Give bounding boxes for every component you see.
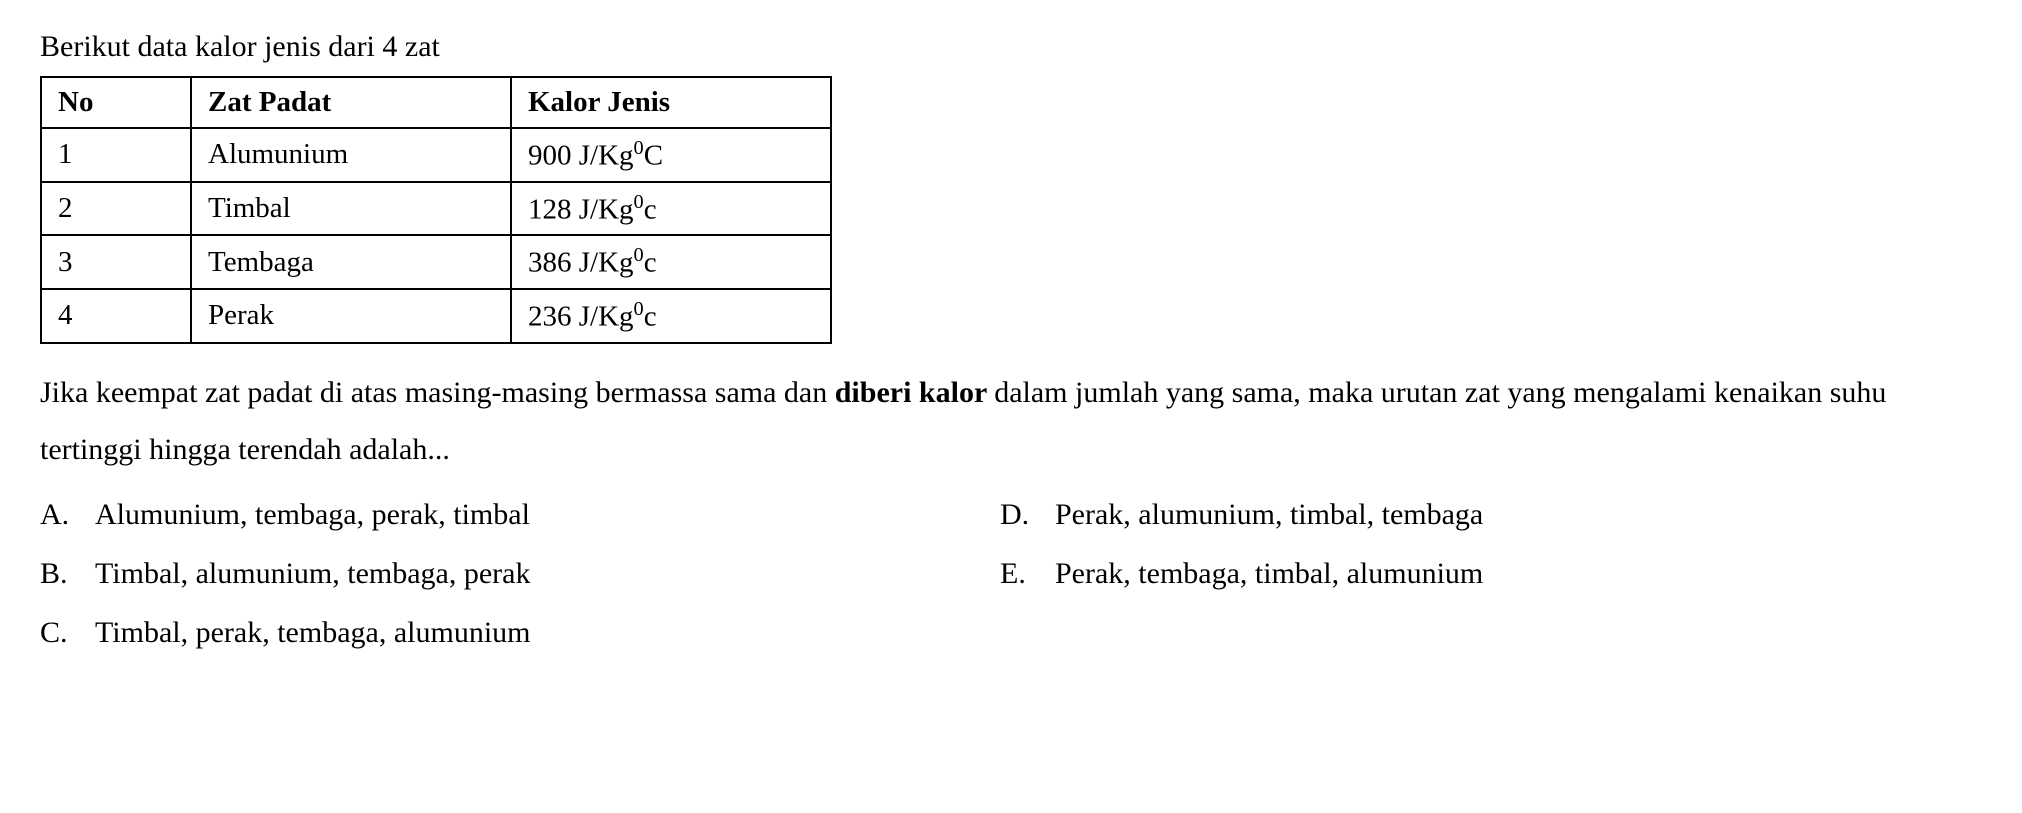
option-text: Timbal, alumunium, tembaga, perak (95, 557, 530, 591)
kalor-unit-sup: 0 (634, 298, 644, 320)
kalor-jenis-table: No Zat Padat Kalor Jenis 1 Alumunium 900… (40, 76, 832, 344)
option-d: D. Perak, alumunium, timbal, tembaga (1000, 498, 1900, 532)
kalor-unit-prefix: J/Kg (579, 193, 634, 225)
kalor-unit-suffix: c (644, 193, 657, 225)
options-container: A. Alumunium, tembaga, perak, timbal B. … (40, 498, 1982, 675)
cell-no: 1 (41, 128, 191, 182)
option-c: C. Timbal, perak, tembaga, alumunium (40, 616, 1000, 650)
cell-kalor: 236 J/Kg0c (511, 289, 831, 343)
kalor-unit-prefix: J/Kg (579, 247, 634, 279)
option-text: Alumunium, tembaga, perak, timbal (95, 498, 530, 532)
kalor-unit-prefix: J/Kg (579, 301, 634, 333)
kalor-value: 900 (528, 140, 572, 172)
table-row: 3 Tembaga 386 J/Kg0c (41, 235, 831, 289)
cell-zat: Tembaga (191, 235, 511, 289)
kalor-unit-sup: 0 (634, 191, 644, 213)
option-e: E. Perak, tembaga, timbal, alumunium (1000, 557, 1900, 591)
kalor-unit-prefix: J/Kg (579, 140, 634, 172)
kalor-value: 386 (528, 247, 572, 279)
table-row: 2 Timbal 128 J/Kg0c (41, 182, 831, 236)
kalor-unit-suffix: c (644, 301, 657, 333)
cell-kalor: 386 J/Kg0c (511, 235, 831, 289)
option-letter: A. (40, 498, 95, 532)
header-zat: Zat Padat (191, 77, 511, 128)
cell-no: 3 (41, 235, 191, 289)
options-left-column: A. Alumunium, tembaga, perak, timbal B. … (40, 498, 1000, 675)
cell-kalor: 900 J/Kg0C (511, 128, 831, 182)
cell-kalor: 128 J/Kg0c (511, 182, 831, 236)
option-text: Perak, alumunium, timbal, tembaga (1055, 498, 1483, 532)
cell-zat: Perak (191, 289, 511, 343)
cell-zat: Alumunium (191, 128, 511, 182)
header-no: No (41, 77, 191, 128)
question-part1: Jika keempat zat padat di atas masing-ma… (40, 376, 827, 409)
option-text: Timbal, perak, tembaga, alumunium (95, 616, 530, 650)
header-kalor: Kalor Jenis (511, 77, 831, 128)
cell-no: 2 (41, 182, 191, 236)
kalor-value: 128 (528, 193, 572, 225)
table-row: 4 Perak 236 J/Kg0c (41, 289, 831, 343)
intro-text: Berikut data kalor jenis dari 4 zat (40, 30, 1982, 64)
kalor-unit-sup: 0 (634, 137, 644, 159)
option-b: B. Timbal, alumunium, tembaga, perak (40, 557, 1000, 591)
option-text: Perak, tembaga, timbal, alumunium (1055, 557, 1483, 591)
kalor-unit-sup: 0 (634, 244, 644, 266)
kalor-unit-suffix: c (644, 247, 657, 279)
options-right-column: D. Perak, alumunium, timbal, tembaga E. … (1000, 498, 1900, 675)
question-text: Jika keempat zat padat di atas masing-ma… (40, 364, 1982, 478)
cell-zat: Timbal (191, 182, 511, 236)
option-letter: C. (40, 616, 95, 650)
option-a: A. Alumunium, tembaga, perak, timbal (40, 498, 1000, 532)
kalor-unit-suffix: C (644, 140, 663, 172)
option-letter: E. (1000, 557, 1055, 591)
question-bold: diberi kalor (827, 376, 994, 409)
cell-no: 4 (41, 289, 191, 343)
option-letter: B. (40, 557, 95, 591)
table-row: 1 Alumunium 900 J/Kg0C (41, 128, 831, 182)
table-header-row: No Zat Padat Kalor Jenis (41, 77, 831, 128)
kalor-value: 236 (528, 301, 572, 333)
option-letter: D. (1000, 498, 1055, 532)
